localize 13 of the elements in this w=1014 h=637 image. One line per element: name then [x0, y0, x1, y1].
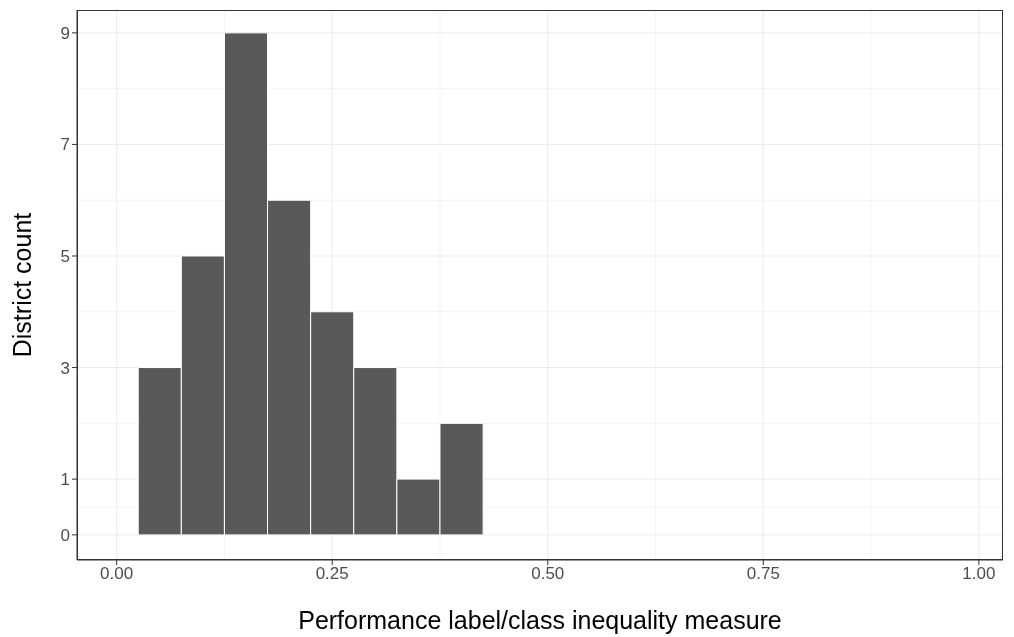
y-tick-label: 9	[60, 23, 70, 43]
y-tick-label: 7	[60, 135, 70, 155]
x-tick-label: 0.75	[746, 564, 780, 584]
y-tick-label: 3	[60, 358, 70, 378]
x-tick-label: 1.00	[962, 564, 996, 584]
x-axis-title: Performance label/class inequality measure	[298, 606, 782, 634]
x-tick-label: 0.50	[531, 564, 565, 584]
y-axis-title: District count	[7, 212, 36, 358]
x-tick-label: 0.25	[315, 564, 349, 584]
y-tick-label: 5	[60, 247, 70, 267]
y-tick-label: 0	[60, 525, 70, 545]
y-tick-label: 1	[60, 470, 70, 490]
x-tick-label: 0.00	[100, 564, 134, 584]
